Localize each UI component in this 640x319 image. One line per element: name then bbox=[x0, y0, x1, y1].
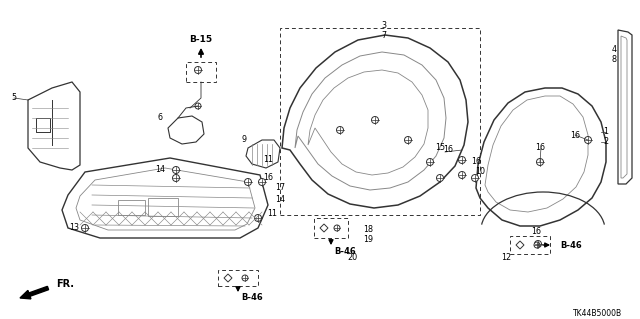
Circle shape bbox=[534, 242, 540, 248]
Circle shape bbox=[242, 275, 248, 281]
Text: 15: 15 bbox=[435, 144, 445, 152]
Text: 16: 16 bbox=[471, 158, 481, 167]
Text: 16: 16 bbox=[570, 130, 580, 139]
Text: 5: 5 bbox=[12, 93, 17, 102]
Text: TK44B5000B: TK44B5000B bbox=[573, 309, 623, 318]
Polygon shape bbox=[224, 274, 232, 282]
Bar bbox=[148, 198, 178, 216]
Text: 19: 19 bbox=[363, 235, 373, 244]
Circle shape bbox=[334, 225, 340, 231]
Circle shape bbox=[337, 127, 344, 133]
Circle shape bbox=[195, 66, 202, 73]
Polygon shape bbox=[320, 224, 328, 232]
Text: B-46: B-46 bbox=[560, 241, 582, 249]
Text: B-15: B-15 bbox=[189, 35, 212, 44]
Circle shape bbox=[426, 159, 433, 166]
Circle shape bbox=[244, 179, 252, 186]
Text: B-46: B-46 bbox=[334, 248, 356, 256]
Circle shape bbox=[458, 157, 465, 164]
Text: 18: 18 bbox=[363, 226, 373, 234]
Circle shape bbox=[81, 225, 88, 232]
Text: 17: 17 bbox=[275, 183, 285, 192]
Text: 16: 16 bbox=[531, 227, 541, 236]
Circle shape bbox=[404, 137, 412, 144]
Text: 4: 4 bbox=[611, 46, 616, 55]
Text: 13: 13 bbox=[69, 224, 79, 233]
Circle shape bbox=[173, 174, 179, 182]
Circle shape bbox=[195, 103, 201, 109]
Bar bbox=[314, 218, 348, 238]
Text: 3: 3 bbox=[381, 21, 387, 31]
Polygon shape bbox=[516, 241, 524, 249]
Text: 8: 8 bbox=[611, 56, 616, 64]
Text: 14: 14 bbox=[275, 196, 285, 204]
Bar bbox=[118, 200, 145, 215]
Text: 14: 14 bbox=[155, 166, 165, 174]
Text: 16: 16 bbox=[443, 145, 453, 154]
Text: 12: 12 bbox=[501, 254, 511, 263]
Text: 6: 6 bbox=[157, 114, 163, 122]
FancyArrow shape bbox=[20, 286, 49, 299]
Text: 20: 20 bbox=[347, 254, 357, 263]
Text: 10: 10 bbox=[475, 167, 485, 176]
Text: 1: 1 bbox=[604, 128, 609, 137]
Circle shape bbox=[584, 137, 591, 144]
Bar bbox=[280, 28, 480, 215]
Text: FR.: FR. bbox=[56, 279, 74, 289]
Bar bbox=[218, 270, 258, 286]
Circle shape bbox=[472, 174, 479, 182]
Circle shape bbox=[259, 179, 266, 186]
Circle shape bbox=[458, 172, 465, 179]
Text: 16: 16 bbox=[535, 144, 545, 152]
Circle shape bbox=[371, 116, 378, 123]
Text: B-46: B-46 bbox=[241, 293, 263, 302]
Circle shape bbox=[536, 159, 543, 166]
Text: 7: 7 bbox=[381, 31, 387, 40]
Text: 11: 11 bbox=[263, 155, 273, 165]
Text: 16: 16 bbox=[263, 174, 273, 182]
Text: 2: 2 bbox=[604, 137, 609, 146]
Circle shape bbox=[173, 167, 179, 174]
Text: 11: 11 bbox=[267, 210, 277, 219]
Bar bbox=[186, 62, 216, 82]
Circle shape bbox=[436, 174, 444, 182]
Circle shape bbox=[255, 214, 262, 221]
Text: 9: 9 bbox=[241, 136, 246, 145]
Circle shape bbox=[534, 241, 541, 248]
Bar bbox=[510, 236, 550, 254]
